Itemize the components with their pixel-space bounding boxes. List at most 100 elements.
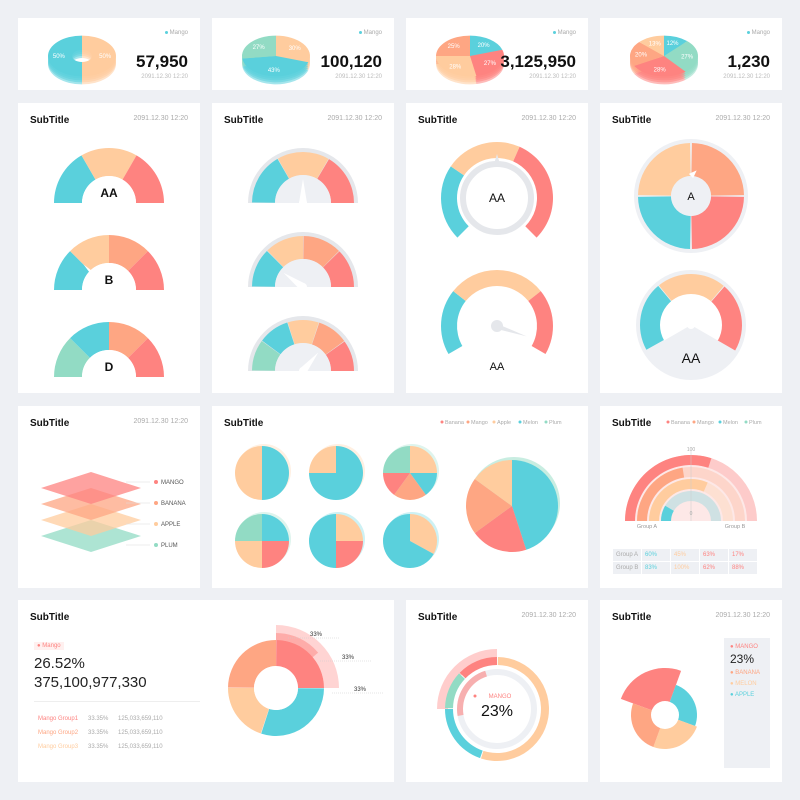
gauge-label: AA (490, 361, 505, 373)
pie-slice (634, 56, 686, 77)
legend-label: BANANA (735, 670, 760, 676)
needle-pivot (491, 320, 503, 332)
legend-dot (154, 543, 158, 547)
pie-slice (474, 460, 512, 506)
gauge-hub (275, 259, 331, 287)
needle-pivot (687, 321, 695, 329)
gauge-label: AA (682, 350, 701, 366)
legend-label: Banana (671, 420, 691, 426)
needle-gauge-stack (248, 148, 358, 375)
gauge-hub (82, 176, 136, 230)
kpi-pie-3d: 30% 43% 27% (242, 35, 310, 85)
card-date: 2091.12.30 12:20 (521, 115, 577, 122)
kpi-pie-3d: 12% 27% 28% 20%13% (630, 35, 698, 85)
needle-gauge-card: SubTitle 2091.12.30 12:20 (212, 103, 394, 393)
card-title: SubTitle (224, 418, 264, 429)
legend-dot (518, 420, 522, 424)
list-item: Mango Group2 33.35% 125,033,659,110 (38, 726, 163, 740)
kpi-value: 1,230 (727, 52, 770, 71)
legend-dot (440, 420, 444, 424)
chart-segment (261, 688, 324, 736)
layer-stack-chart: MANGO BANANA APPLE PLUM (41, 472, 186, 552)
pie-slice (470, 49, 504, 77)
divider (34, 701, 200, 702)
chart-segment (325, 341, 354, 371)
pie-slice (410, 514, 437, 555)
chart-segment (128, 338, 164, 377)
table-cell: 62% (699, 561, 729, 575)
callout-label: 33% (354, 687, 367, 693)
kpi-legend-label: Mango (557, 30, 576, 36)
slice-label: 27% (484, 61, 497, 67)
kpi-card-2: Mango 30% 43% 27% 100,120 2091.12.30 12:20 (212, 18, 394, 90)
pies-card: SubTitle Banana Mango Apple Melon Plum (212, 406, 588, 588)
card-date: 2091.12.30 12:20 (715, 612, 771, 619)
kpi-value: 3,125,950 (500, 52, 576, 71)
group-val: 125,033,659,110 (118, 730, 163, 736)
legend-label: Apple (497, 420, 511, 426)
legend-label: APPLE (161, 522, 180, 528)
concentric-card: SubTitle Banana Mango Melon Plum 100 0 Group A… (600, 406, 782, 588)
table-cell: 63% (699, 548, 729, 562)
legend-label: MANGO (161, 480, 184, 486)
pie-slice (383, 473, 410, 495)
pie-slice (410, 473, 437, 495)
chart-segment (70, 322, 109, 358)
pie-slice (630, 42, 664, 66)
donut-percent: 26.52% (34, 655, 85, 672)
pie-grid-chart: Banana Mango Apple Melon Plum (235, 420, 562, 568)
pie-slice (664, 35, 688, 56)
kpi-value: 57,950 (136, 52, 188, 71)
legend-dot (692, 420, 696, 424)
chart-segment (252, 158, 289, 203)
mango-tag-label: Mango (42, 643, 61, 649)
kpi-legend: Mango (746, 30, 770, 36)
legend-dot (492, 420, 496, 424)
layers-card: SubTitle 2091.12.30 12:20 MANGO BANANA APP… (18, 406, 200, 588)
donut-detail-chart: 33% 33% 33% (228, 625, 384, 736)
chart-segment (276, 640, 324, 688)
ring-value: 23% (481, 703, 513, 720)
needle-pivot (299, 199, 307, 207)
chart-segment (323, 251, 354, 287)
legend-label: MELON (735, 681, 757, 687)
needle (83, 264, 113, 294)
chart-segment (640, 285, 672, 350)
slice-label: 27% (681, 54, 694, 60)
chart-segment (252, 341, 281, 371)
ring-highlight (437, 649, 497, 709)
tag-dot (473, 694, 477, 698)
group-label: Group B (725, 524, 746, 530)
arc-value (649, 479, 708, 521)
chart-segment (54, 338, 90, 377)
slice-label: 20% (635, 52, 648, 58)
group-val: 125,033,659,110 (118, 716, 163, 722)
max-label: 100 (687, 447, 696, 453)
pie-slice (639, 35, 664, 56)
card-title: SubTitle (612, 418, 652, 429)
pie-slice (262, 514, 289, 541)
gauge-label: A (687, 191, 695, 203)
ring-gauge-stack: AA AA (441, 142, 553, 373)
card-title: SubTitle (30, 612, 70, 623)
rose-hole (651, 701, 679, 729)
legend-dot (154, 522, 158, 526)
chart-segment (262, 322, 295, 355)
legend-dot (544, 420, 548, 424)
table-cell: 60% (641, 548, 671, 562)
kpi-legend: Mango (164, 30, 188, 36)
kpi-card-3: Mango 20% 27% 28% 25% 3,125,950 2091.12.30 … (406, 18, 588, 90)
pie-slice (242, 35, 276, 59)
legend-item: ● MELON (730, 681, 757, 687)
slice-label: 27% (253, 45, 266, 51)
kpi-pie-3d: 50% 50% (47, 35, 117, 85)
pie-slice (383, 514, 410, 568)
chart-segment (445, 673, 465, 709)
gauge-hub (82, 350, 136, 393)
chart-segment (267, 236, 303, 267)
table-cell: 88% (728, 561, 758, 575)
group-name: Mango Group2 (38, 730, 79, 736)
kpi-legend-label: Mango (363, 30, 382, 36)
chart-segment (710, 286, 742, 351)
slice-label: 28% (449, 65, 462, 71)
